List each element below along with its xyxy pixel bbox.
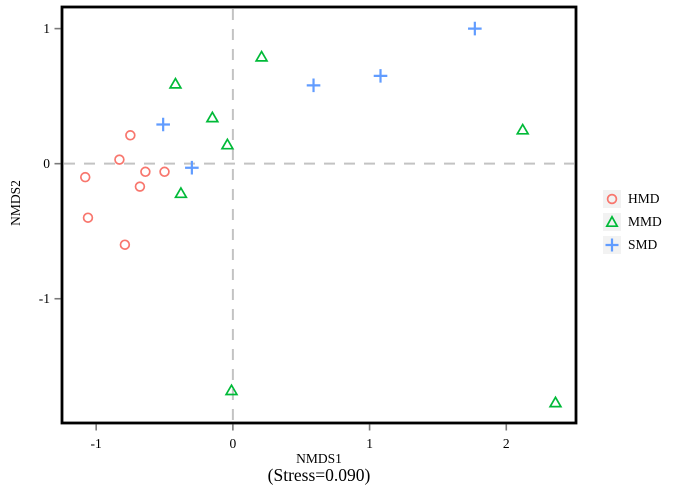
mmd-triangle-icon <box>605 215 619 228</box>
point-smd <box>373 69 388 83</box>
legend-label-hmd: HMD <box>628 191 660 206</box>
y-tick-label: -1 <box>39 291 50 306</box>
legend-key-hmd <box>603 190 621 208</box>
legend-label-mmd: MMD <box>628 214 662 229</box>
point-smd <box>185 160 199 175</box>
x-axis-title: NMDS1 <box>296 451 342 466</box>
legend-item-smd: SMD <box>603 236 662 254</box>
point-mmd <box>254 49 269 62</box>
smd-plus-icon <box>605 238 619 252</box>
y-axis-title: NMDS2 <box>8 180 23 226</box>
point-smd <box>306 78 321 93</box>
x-tick-label: 0 <box>230 436 237 451</box>
point-hmd <box>134 181 146 192</box>
point-hmd <box>125 130 136 141</box>
point-mmd <box>174 186 188 199</box>
stress-caption: (Stress=0.090) <box>268 465 371 485</box>
x-tick-label: -1 <box>91 436 102 451</box>
point-hmd <box>79 171 91 183</box>
point-mmd <box>205 110 220 123</box>
legend: HMD MMD SMD <box>603 190 662 254</box>
point-mmd <box>548 395 563 408</box>
point-hmd <box>114 154 125 165</box>
y-tick-label: 1 <box>43 21 50 36</box>
x-tick-label: 1 <box>366 436 373 451</box>
legend-key-mmd <box>603 213 621 231</box>
data-points <box>79 21 563 408</box>
point-hmd <box>119 239 131 250</box>
point-hmd <box>82 212 94 223</box>
legend-item-hmd: HMD <box>603 190 662 208</box>
point-mmd <box>220 137 235 150</box>
point-hmd <box>159 166 170 178</box>
y-tick-label: 0 <box>43 156 50 171</box>
legend-key-smd <box>603 236 621 254</box>
point-mmd <box>224 383 239 396</box>
point-mmd <box>515 122 530 135</box>
hmd-circle-icon <box>606 193 618 205</box>
point-smd <box>156 117 170 132</box>
axis-ticks: -1 0 1 2 -1 0 1 <box>39 21 510 451</box>
plot-border <box>60 5 578 425</box>
point-mmd <box>168 76 183 89</box>
legend-item-mmd: MMD <box>603 213 662 231</box>
point-hmd <box>140 166 151 178</box>
legend-label-smd: SMD <box>628 237 658 252</box>
x-tick-label: 2 <box>503 436 510 451</box>
point-smd <box>468 21 482 36</box>
